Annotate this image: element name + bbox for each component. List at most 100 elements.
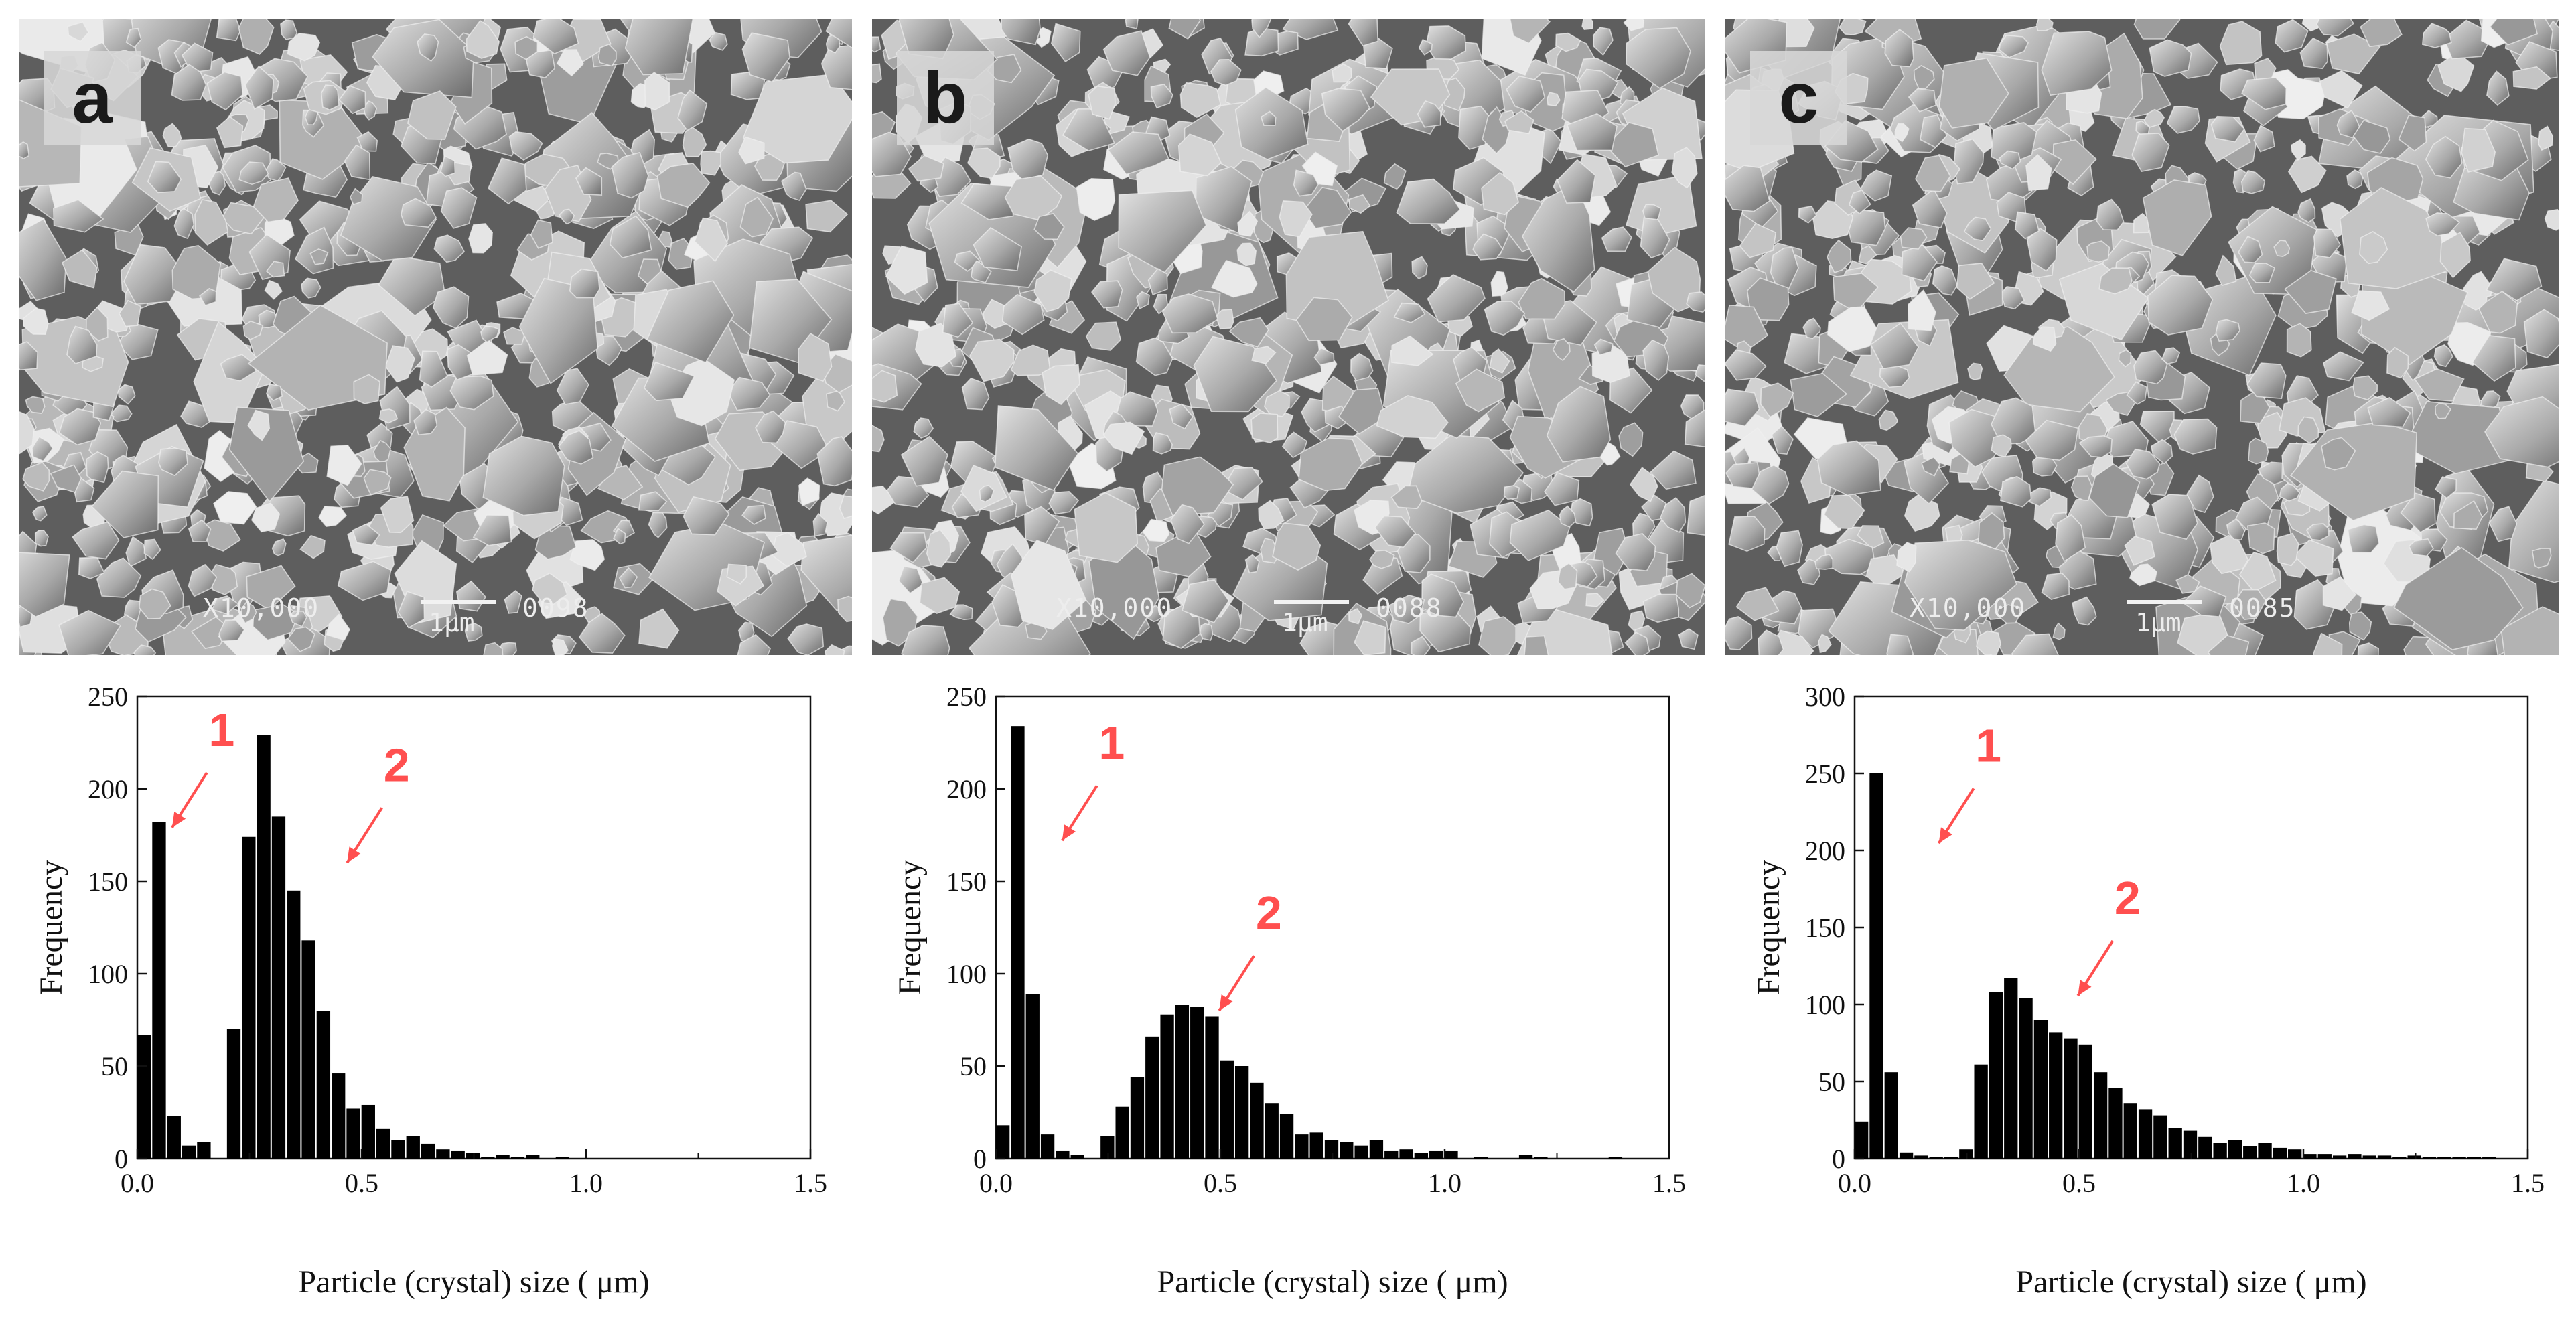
sem-particle	[1135, 337, 1173, 376]
sem-particle	[2124, 535, 2155, 566]
sem-particle	[50, 464, 82, 494]
sem-particle	[1649, 450, 1697, 490]
sem-particle	[2512, 66, 2552, 90]
sem-particle	[2484, 396, 2559, 468]
sem-particle	[1996, 604, 2021, 624]
sem-particle	[885, 245, 928, 295]
sem-particle	[238, 161, 269, 185]
sem-particle	[1999, 34, 2029, 58]
sem-particle	[1260, 110, 1277, 126]
sem-particle	[1771, 425, 1794, 455]
sem-particle	[2032, 326, 2057, 352]
histogram-bar	[1130, 1077, 1145, 1159]
sem-particle	[2142, 179, 2212, 256]
sem-particle	[1010, 344, 1051, 376]
sem-particle	[2166, 106, 2200, 134]
sem-particle	[2319, 70, 2363, 109]
sem-particle	[440, 187, 478, 229]
sem-particle	[2133, 19, 2181, 40]
sem-particle	[2035, 19, 2054, 31]
sem-particle	[31, 436, 54, 462]
sem-particle	[2219, 21, 2263, 66]
sem-particle	[2297, 416, 2319, 444]
sem-particle	[900, 435, 948, 487]
sem-particle	[1618, 422, 1644, 457]
histogram-bar	[1384, 1150, 1399, 1159]
histogram-bar	[287, 890, 301, 1159]
sem-particle	[2125, 448, 2161, 480]
histogram-bar	[1011, 726, 1025, 1159]
y-tick-label: 100	[88, 959, 128, 989]
sem-particle	[216, 19, 242, 42]
sem-particle	[1884, 29, 1914, 68]
sem-particle	[119, 299, 142, 327]
sem-particle	[468, 223, 494, 254]
sem-particle	[301, 277, 321, 299]
sem-particle	[1725, 304, 1769, 353]
sem-particle	[2322, 351, 2364, 382]
sem-particle	[1601, 226, 1632, 252]
sem-particle	[320, 84, 340, 111]
sem-image-b: b X10,000 1μm 0088	[872, 19, 1705, 655]
sem-particle	[514, 35, 539, 60]
sem-particle	[2240, 169, 2266, 194]
sem-particle	[1566, 113, 1618, 151]
sem-particle	[1010, 540, 1087, 630]
sem-particle	[1443, 77, 1465, 112]
histogram-bar	[137, 1035, 151, 1159]
sem-particle	[597, 153, 619, 170]
sem-particle	[326, 445, 362, 486]
sem-particle	[2025, 419, 2079, 461]
y-tick-label: 0	[1832, 1144, 1845, 1174]
sem-particle	[1102, 421, 1145, 455]
sem-particle	[971, 260, 992, 283]
sem-particle	[2086, 240, 2110, 263]
sem-particle	[532, 572, 568, 605]
sem-particle	[2315, 19, 2354, 37]
histogram-bar	[391, 1140, 405, 1159]
histogram-bar	[1025, 994, 1040, 1159]
x-tick-label: 1.5	[794, 1168, 827, 1198]
sem-particle	[2489, 19, 2538, 46]
sem-particle	[2238, 235, 2263, 263]
sem-particle	[624, 19, 694, 76]
sem-particle	[638, 491, 668, 512]
sem-particle	[2348, 611, 2372, 641]
sem-particle	[942, 303, 974, 338]
sem-particle	[1348, 19, 1379, 47]
sem-particle	[1605, 121, 1660, 168]
sem-particle	[1827, 306, 1877, 352]
sem-particle	[326, 613, 351, 641]
sem-particle	[1050, 23, 1081, 62]
sem-particle	[2147, 275, 2214, 336]
y-axis-title: Frequency	[892, 860, 928, 996]
sem-particle	[228, 406, 305, 502]
sem-particle	[25, 396, 46, 414]
histogram-bar	[2153, 1115, 2167, 1159]
sem-particle	[2359, 230, 2388, 265]
sem-particle	[1313, 347, 1335, 366]
sem-particle	[171, 244, 222, 300]
histogram-bar	[1414, 1153, 1429, 1159]
histogram-bar	[332, 1073, 346, 1159]
image-number-b: 0088	[1376, 593, 1443, 623]
histogram-bar	[1929, 1157, 1943, 1159]
sem-particle	[143, 538, 161, 561]
histogram-bar	[481, 1157, 495, 1159]
histogram-bar	[1884, 1072, 1898, 1159]
histogram-bar	[2482, 1157, 2496, 1159]
histogram-bar	[257, 735, 271, 1159]
sem-particle	[66, 325, 98, 364]
sem-particle	[2133, 350, 2168, 385]
panel-label-b: b	[897, 51, 994, 145]
sem-image-c: c X10,000 1μm 0085	[1725, 19, 2559, 655]
sem-particle	[480, 325, 500, 343]
sem-particle	[2096, 198, 2125, 231]
sem-particle	[2279, 483, 2301, 502]
histogram-bar	[1944, 1157, 1958, 1159]
sem-particle	[530, 219, 553, 249]
sem-particle	[2352, 119, 2391, 154]
histogram-bar	[1429, 1150, 1443, 1159]
sem-particle	[1425, 25, 1467, 60]
sem-particle	[1824, 538, 1876, 575]
